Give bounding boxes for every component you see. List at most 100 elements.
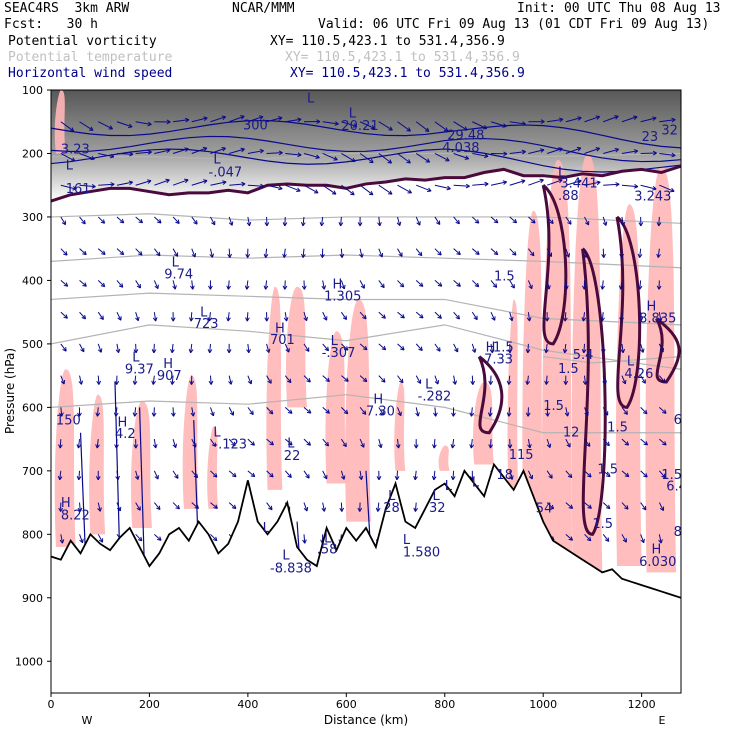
wind-vector-head [339, 507, 345, 512]
extremum-label: L [388, 489, 396, 504]
wind-vector [246, 280, 249, 290]
wind-vector-head [577, 116, 582, 121]
init-label: Init: 00 UTC Thu 08 Aug 13 [517, 1, 721, 16]
wind-vector [602, 375, 606, 385]
wind-vector-head [530, 251, 535, 257]
wind-vector-head [546, 443, 552, 448]
wind-vector-head [416, 221, 421, 226]
wind-vector [172, 216, 180, 224]
extremum-label: 1.305 [324, 290, 361, 305]
wind-vector [98, 121, 113, 130]
wind-vector-head [146, 179, 152, 184]
wind-speed-contour [51, 119, 681, 149]
extremum-label: 1.5 [597, 462, 618, 477]
wind-vector [546, 216, 554, 224]
wind-vector [59, 439, 62, 449]
wind-vector-head [76, 475, 82, 481]
wind-vector-head [331, 190, 337, 195]
wind-vector [228, 216, 233, 226]
wind-vector [378, 375, 386, 383]
wind-vector-head [351, 157, 356, 163]
extremum-label: H [117, 415, 127, 430]
wind-vector [601, 280, 604, 290]
wind-vector [621, 502, 629, 510]
wind-vector [397, 184, 412, 194]
wind-vector-head [548, 474, 553, 479]
wind-vector-head [585, 220, 590, 226]
wind-vector-head [369, 158, 374, 164]
wind-vector-head [581, 317, 587, 322]
wind-vector [60, 248, 68, 256]
wind-vector-head [231, 441, 236, 447]
wind-vector [303, 184, 319, 194]
wind-vector [134, 375, 137, 385]
wind-vector-head [658, 317, 663, 322]
wind-vector-head [639, 348, 645, 353]
wind-vector [303, 343, 310, 352]
wind-vector [565, 438, 571, 448]
wind-vector-head [269, 441, 274, 446]
extremum-label: L [324, 532, 332, 547]
wind-vector-head [77, 412, 82, 417]
wind-vector-head [521, 121, 526, 126]
wind-vector-head [321, 285, 327, 290]
wind-vector [341, 153, 356, 162]
wind-vector-head [406, 159, 411, 164]
wind-vector [322, 311, 328, 321]
wind-vector [303, 438, 311, 446]
wind-vector-head [213, 504, 218, 509]
extremum-label: 1.5 [494, 269, 515, 284]
wind-vector-head [297, 152, 302, 158]
wind-vector-head [658, 539, 663, 544]
wind-vector [528, 248, 535, 257]
wind-vector [96, 407, 99, 417]
plot-frame [50, 89, 682, 694]
wind-vector [397, 311, 405, 319]
wind-vector [229, 183, 246, 186]
wind-vector-head [82, 250, 87, 256]
extremum-label: -.307 [322, 346, 356, 361]
wind-vector-head [133, 444, 139, 449]
wind-vector [434, 407, 437, 417]
wind-vector-head [379, 411, 384, 416]
wind-vector [377, 502, 380, 512]
wind-vector-head [300, 221, 306, 227]
wind-vector-head [244, 285, 250, 290]
wind-vector [508, 375, 511, 385]
wind-vector-head [362, 345, 368, 351]
wind-vector-head [152, 444, 158, 449]
wind-vector [434, 280, 443, 287]
wind-vector-head [450, 475, 456, 481]
wind-vector [208, 312, 211, 322]
wind-vector-head [399, 378, 404, 384]
wind-vector [527, 280, 533, 289]
wind-vector-head [437, 251, 442, 256]
wind-vector [639, 280, 642, 290]
wind-vector [471, 280, 480, 288]
wind-vector [582, 312, 586, 322]
wind-vector-head [166, 119, 171, 125]
wind-vector-head [620, 348, 626, 354]
theta-contour [543, 355, 681, 364]
wind-vector [603, 183, 620, 186]
wind-vector [565, 147, 582, 154]
wind-vector-head [488, 444, 494, 449]
extremum-label: 1.580 [403, 546, 440, 561]
wind-vector [210, 116, 226, 123]
wind-vector-head [506, 412, 512, 417]
wind-vector [583, 343, 586, 353]
extremum-label: L [432, 489, 440, 504]
wind-vector-head [207, 348, 213, 354]
wind-vector [584, 438, 591, 447]
wind-vector [97, 216, 105, 224]
wind-vector [266, 502, 273, 511]
wind-vector-head [360, 284, 365, 289]
extremum-label: 1.5 [543, 399, 564, 414]
wind-vector [397, 439, 400, 449]
wind-vector-head [80, 347, 85, 353]
wind-vector [471, 375, 474, 385]
wind-vector-head [296, 187, 301, 193]
wind-vector-head [172, 285, 177, 290]
wind-vector-head [60, 379, 66, 385]
wind-vector [265, 248, 268, 258]
